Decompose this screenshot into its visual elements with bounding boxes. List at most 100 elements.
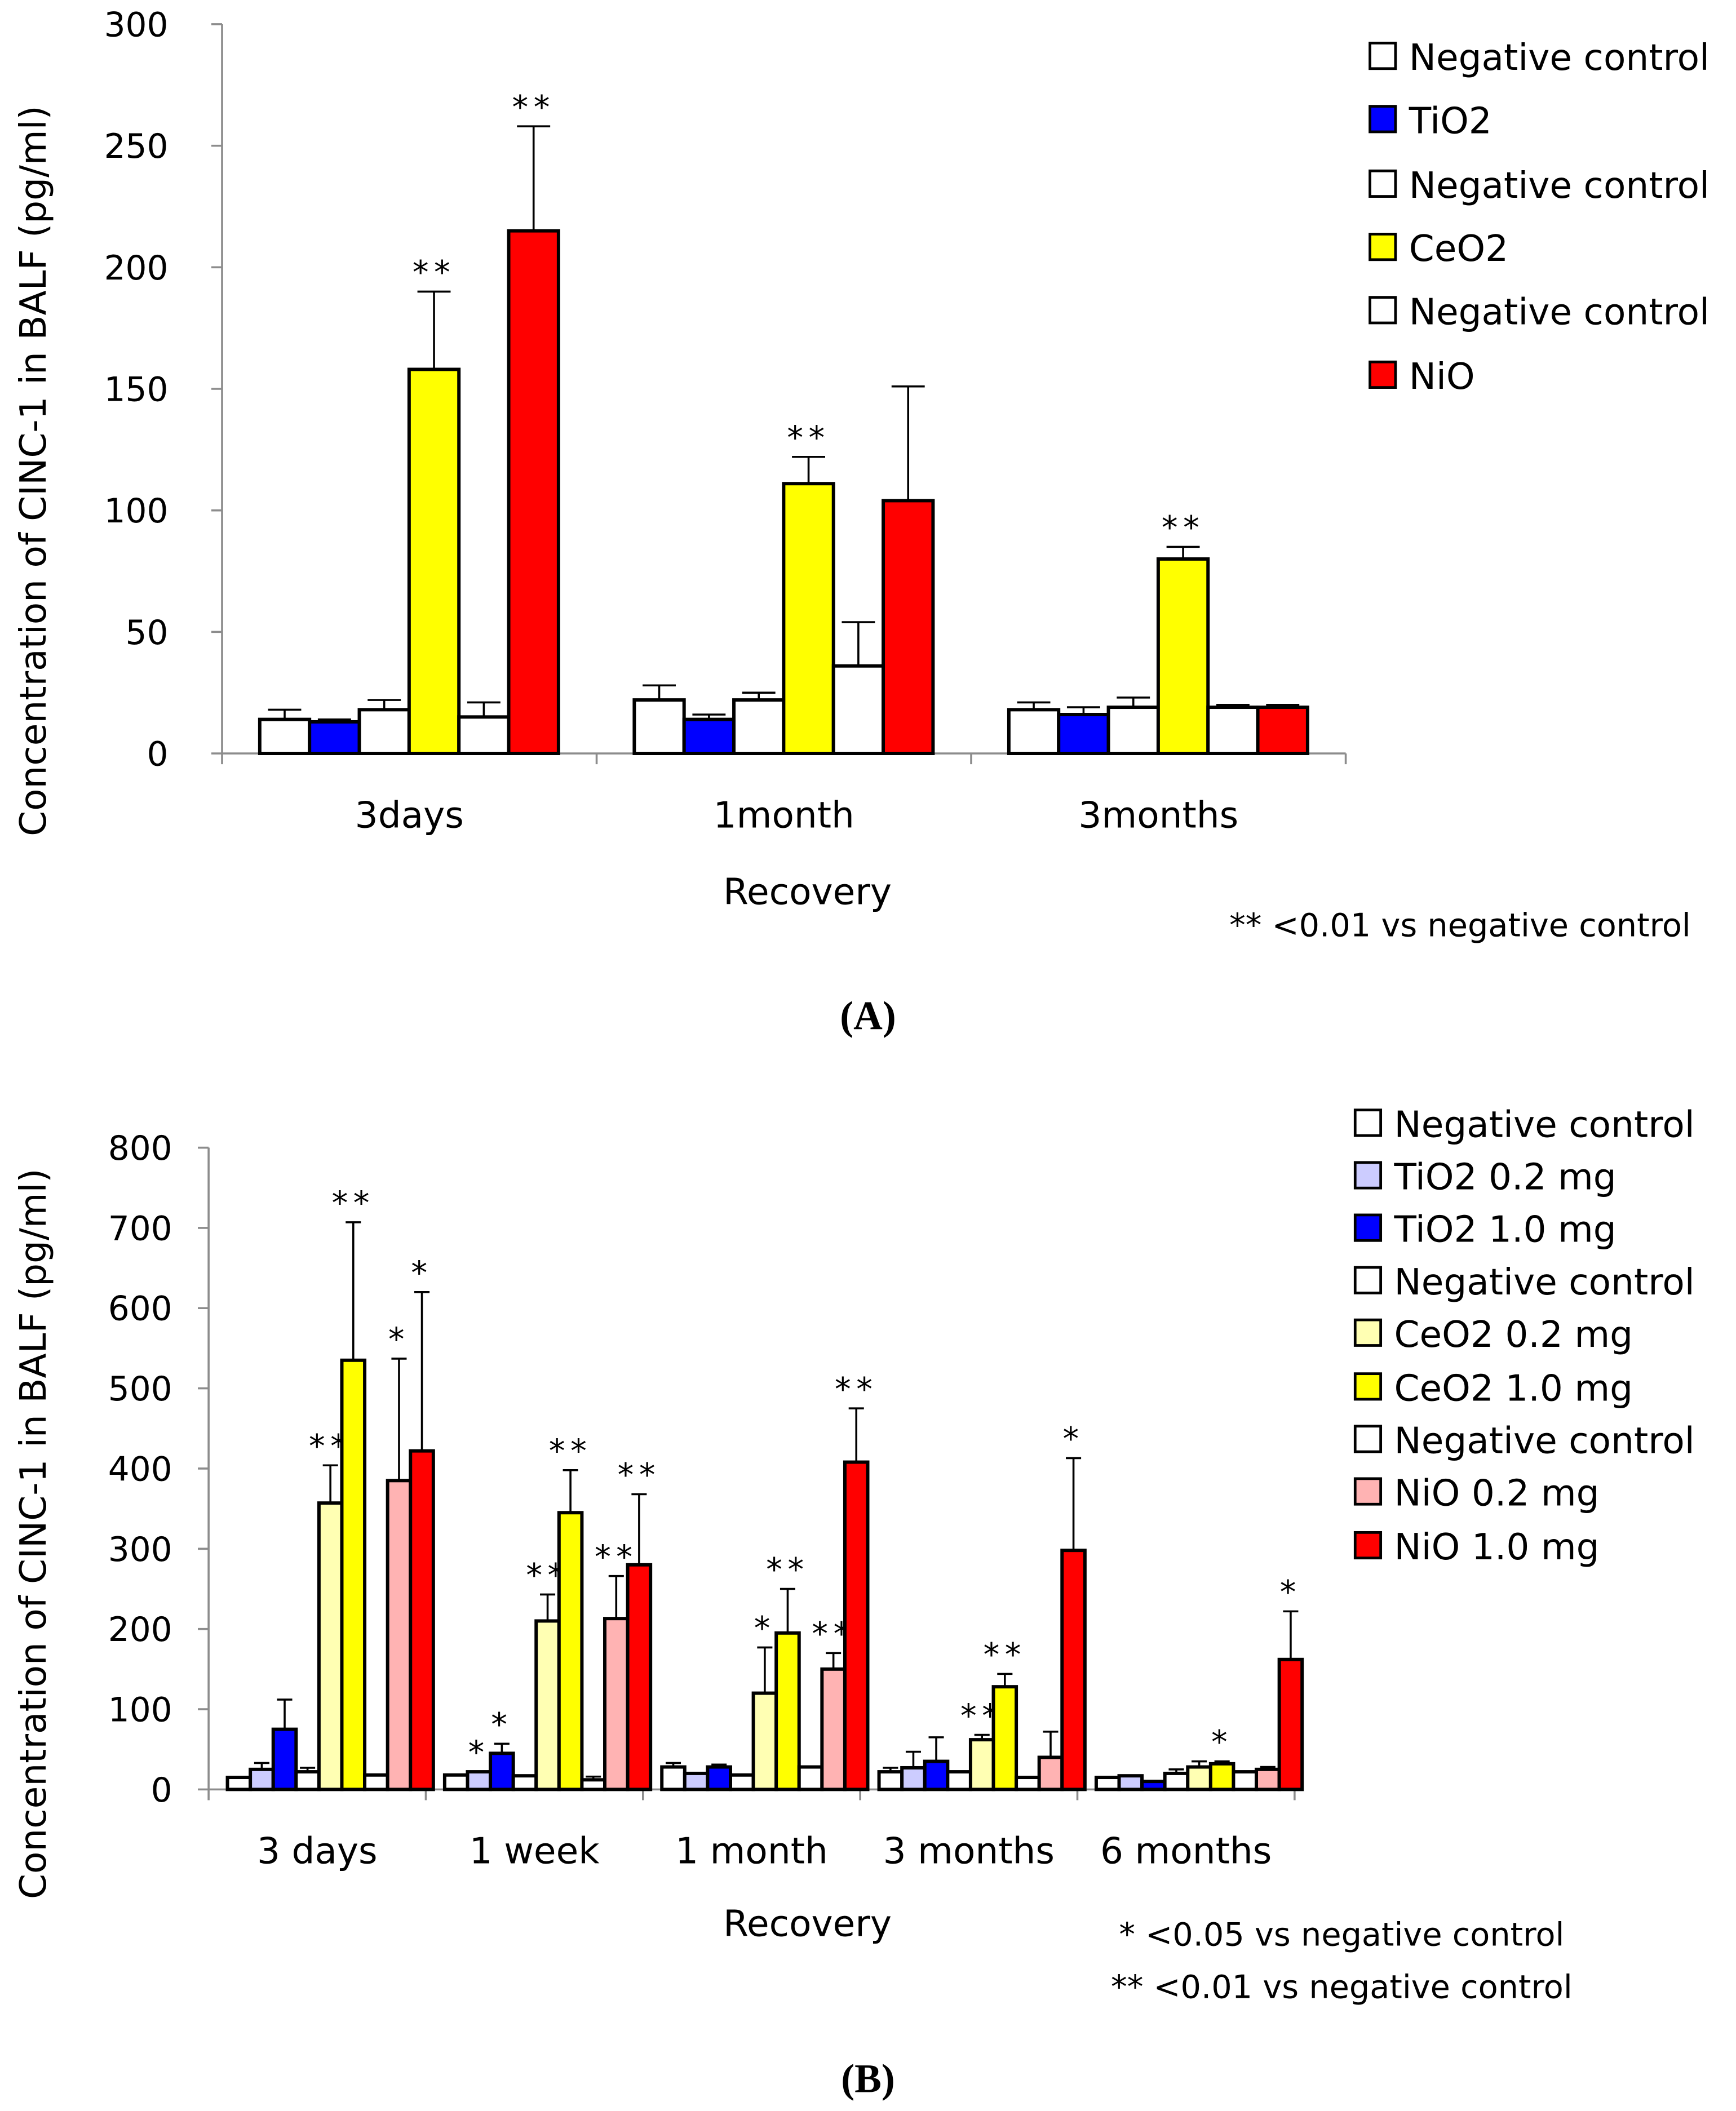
bar-nio-1-0-mg (626, 1563, 653, 1791)
x-tick-label: 1month (714, 794, 854, 836)
significance-marker: ** (766, 1551, 809, 1589)
bar-negative-control (797, 1765, 824, 1791)
bar-ceo2-1-0-mg (1208, 1762, 1235, 1791)
y-axis-title-b: Concentration of CINC-1 in BALF (pg/ml) (12, 1168, 55, 1899)
bar-negative-control (732, 698, 786, 755)
significance-marker: ** (1162, 509, 1204, 547)
legend-label: Negative control (1394, 1420, 1695, 1462)
legend-swatch (1369, 296, 1397, 325)
bar-ceo2-1-0-mg (340, 1358, 367, 1791)
bar-nio-0-2-mg (1037, 1755, 1064, 1791)
bar-tio2-0-2-mg (249, 1767, 275, 1791)
bar-negative-control (946, 1770, 972, 1791)
bar-ceo2-0-2-mg (317, 1501, 344, 1791)
legend-swatch (1353, 1213, 1383, 1242)
x-axis-title-a: Recovery (723, 871, 892, 913)
legend-swatch (1353, 1372, 1383, 1401)
significance-marker: ** (413, 254, 455, 291)
bar-ceo2-1-0-mg (991, 1685, 1018, 1791)
bar-ceo2-0-2-mg (1186, 1765, 1212, 1791)
legend-label: Negative control (1394, 1261, 1695, 1303)
bar-tio2-0-2-mg (466, 1770, 493, 1791)
significance-marker: ** (787, 419, 830, 456)
bar-ceo2 (407, 367, 461, 755)
bar-negative-control (511, 1774, 538, 1791)
legend-swatch (1353, 1266, 1383, 1294)
bar-negative-control (1232, 1770, 1259, 1791)
bar-tio2-0-2-mg (683, 1771, 710, 1791)
bar-negative-control (877, 1770, 904, 1791)
chart-panel-b: Concentration of CINC-1 in BALF (pg/ml) … (12, 1103, 1694, 2101)
bar-negative-control (225, 1776, 253, 1791)
x-tick-label: 1 week (470, 1830, 600, 1873)
legend-swatch (1369, 42, 1397, 70)
bar-negative-control (294, 1770, 321, 1791)
bar-ceo2-0-2-mg (751, 1691, 778, 1791)
legend-swatch (1353, 1108, 1383, 1137)
x-axis-title-b: Recovery (723, 1903, 892, 1945)
bar-negative-control (660, 1765, 687, 1791)
y-tick-label: 50 (126, 614, 169, 653)
y-tick-label: 0 (151, 1771, 172, 1810)
legend-swatch (1369, 360, 1397, 389)
x-tick-label: 6 months (1100, 1830, 1272, 1873)
bar-ceo2-1-0-mg (557, 1511, 584, 1791)
bar-negative-control (363, 1773, 389, 1791)
bar-negative-control (1015, 1776, 1041, 1791)
significance-marker: * (411, 1254, 432, 1292)
bar-negative-control (442, 1773, 470, 1791)
legend-swatch (1353, 1425, 1383, 1453)
legend-label: Negative control (1409, 291, 1710, 333)
panel-label-b: (B) (841, 2057, 894, 2101)
bar-tio2 (682, 717, 736, 755)
y-tick-label: 150 (104, 370, 169, 409)
bar-ceo2 (1156, 557, 1210, 755)
legend-label: CeO2 (1409, 228, 1508, 270)
x-tick-label: 3 days (257, 1830, 378, 1873)
legend-swatch (1353, 1531, 1383, 1560)
y-tick-label: 500 (108, 1370, 172, 1409)
y-tick-label: 800 (108, 1129, 172, 1168)
footnote-a-1: ** <0.01 vs negative control (1229, 907, 1691, 944)
bar-negative-control (831, 664, 885, 755)
legend-label: Negative control (1394, 1103, 1695, 1146)
legend-swatch (1353, 1477, 1383, 1506)
y-tick-label: 100 (104, 492, 169, 531)
bar-negative-control (1163, 1771, 1190, 1791)
legend-label: NiO 1.0 mg (1394, 1526, 1600, 1568)
bar-negative-control (729, 1773, 755, 1791)
y-tick-label: 200 (104, 249, 169, 288)
x-tick-label: 3months (1078, 794, 1238, 836)
bar-tio2 (308, 720, 361, 755)
legend-swatch (1369, 233, 1397, 261)
y-tick-label: 200 (108, 1611, 172, 1649)
legend-label: TiO2 1.0 mg (1394, 1209, 1617, 1251)
significance-marker: ** (332, 1185, 375, 1222)
bar-negative-control (258, 717, 312, 755)
legend-swatch (1353, 1318, 1383, 1347)
significance-marker: ** (512, 88, 555, 126)
bar-nio (882, 499, 935, 755)
y-tick-label: 400 (108, 1450, 172, 1489)
legend-label: TiO2 (1409, 100, 1492, 142)
bar-ceo2 (782, 482, 835, 755)
bar-tio2-1-0-mg (271, 1727, 298, 1791)
bar-nio-1-0-mg (1060, 1549, 1087, 1791)
bar-tio2-1-0-mg (1140, 1780, 1167, 1791)
significance-marker: ** (618, 1456, 661, 1494)
significance-marker: * (1062, 1420, 1084, 1458)
significance-marker: * (388, 1321, 410, 1359)
significance-marker: * (491, 1706, 512, 1744)
x-tick-label: 3days (355, 794, 464, 836)
bar-ceo2-0-2-mg (534, 1619, 561, 1791)
bar-tio2-1-0-mg (923, 1759, 950, 1791)
x-tick-label: 1 month (675, 1830, 828, 1873)
bar-ceo2-0-2-mg (968, 1738, 995, 1791)
bar-nio (1256, 706, 1309, 755)
footnote-b-2: ** <0.01 vs negative control (1111, 1968, 1573, 2006)
bar-negative-control (457, 715, 511, 755)
footnote-b-1: * <0.05 vs negative control (1119, 1915, 1564, 1953)
legend-label: CeO2 0.2 mg (1394, 1314, 1633, 1356)
legend-label: Negative control (1409, 165, 1710, 207)
